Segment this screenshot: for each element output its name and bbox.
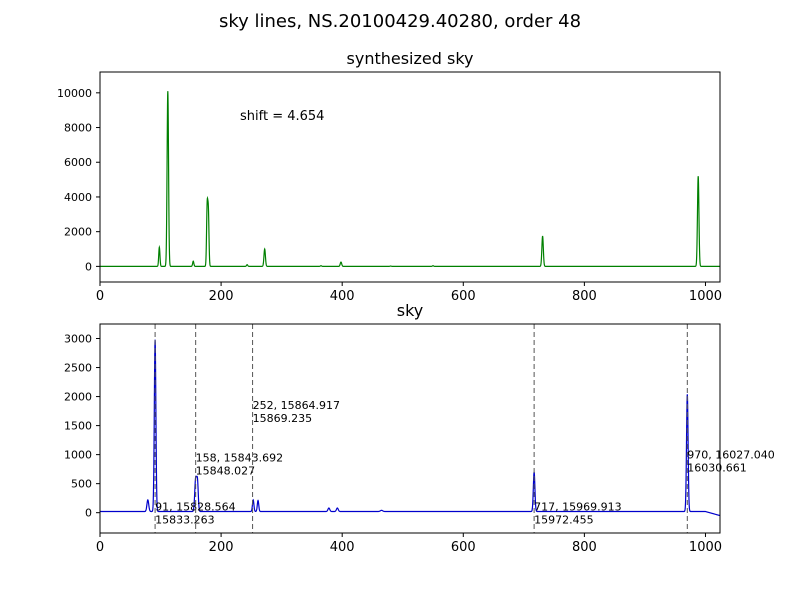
vline-label-158-wavelength: 15848.027 <box>196 464 256 477</box>
x-tick-label-1000: 1000 <box>689 289 722 304</box>
y-tick-label-0: 0 <box>85 507 92 520</box>
y-tick-label-500: 500 <box>71 478 92 491</box>
vline-label-717-wavelength: 15972.455 <box>534 514 594 527</box>
vline-label-717: 717, 15969.913 <box>534 501 621 514</box>
x-tick-label-800: 800 <box>572 289 597 304</box>
vline-label-252: 252, 15864.917 <box>253 399 340 412</box>
y-tick-label-2000: 2000 <box>64 391 92 404</box>
vline-label-970-wavelength: 16030.661 <box>687 461 747 474</box>
y-tick-label-0: 0 <box>85 260 92 273</box>
chart-title: sky <box>397 301 424 320</box>
y-tick-label-6000: 6000 <box>64 156 92 169</box>
figure-title: sky lines, NS.20100429.40280, order 48 <box>219 11 581 32</box>
y-tick-label-2500: 2500 <box>64 362 92 375</box>
y-tick-label-8000: 8000 <box>64 122 92 135</box>
y-tick-label-1500: 1500 <box>64 420 92 433</box>
chart-title: synthesized sky <box>347 49 474 68</box>
x-tick-label-1000: 1000 <box>689 540 722 555</box>
axes-frame <box>99 71 721 283</box>
y-tick-label-4000: 4000 <box>64 191 92 204</box>
x-tick-label-600: 600 <box>451 540 476 555</box>
x-tick-label-200: 200 <box>209 540 234 555</box>
axes-frame <box>99 323 721 534</box>
x-tick-label-200: 200 <box>209 289 234 304</box>
x-tick-label-400: 400 <box>330 540 355 555</box>
x-tick-label-0: 0 <box>96 289 104 304</box>
chart-panel-1: 0 200 400 600 800 10000200040006000800010000s… <box>57 49 722 304</box>
y-tick-label-2000: 2000 <box>64 226 92 239</box>
vline-label-252-wavelength: 15869.235 <box>253 412 313 425</box>
panels: 0 200 400 600 800 10000200040006000800010000s… <box>57 49 775 555</box>
x-tick-label-0: 0 <box>96 540 104 555</box>
y-tick-label-1000: 1000 <box>64 449 92 462</box>
shift-annotation: shift = 4.654 <box>240 109 324 124</box>
series-line <box>100 339 720 517</box>
x-tick-label-600: 600 <box>451 289 476 304</box>
y-tick-label-3000: 3000 <box>64 333 92 346</box>
x-tick-label-800: 800 <box>572 540 597 555</box>
series-line <box>100 91 720 267</box>
x-tick-label-400: 400 <box>330 289 355 304</box>
vline-label-158: 158, 15843.692 <box>196 451 283 464</box>
vline-label-91-wavelength: 15833.263 <box>155 514 215 527</box>
y-tick-label-10000: 10000 <box>57 87 92 100</box>
vline-label-91: 91, 15828.564 <box>155 501 235 514</box>
vline-label-970: 970, 16027.040 <box>687 448 774 461</box>
